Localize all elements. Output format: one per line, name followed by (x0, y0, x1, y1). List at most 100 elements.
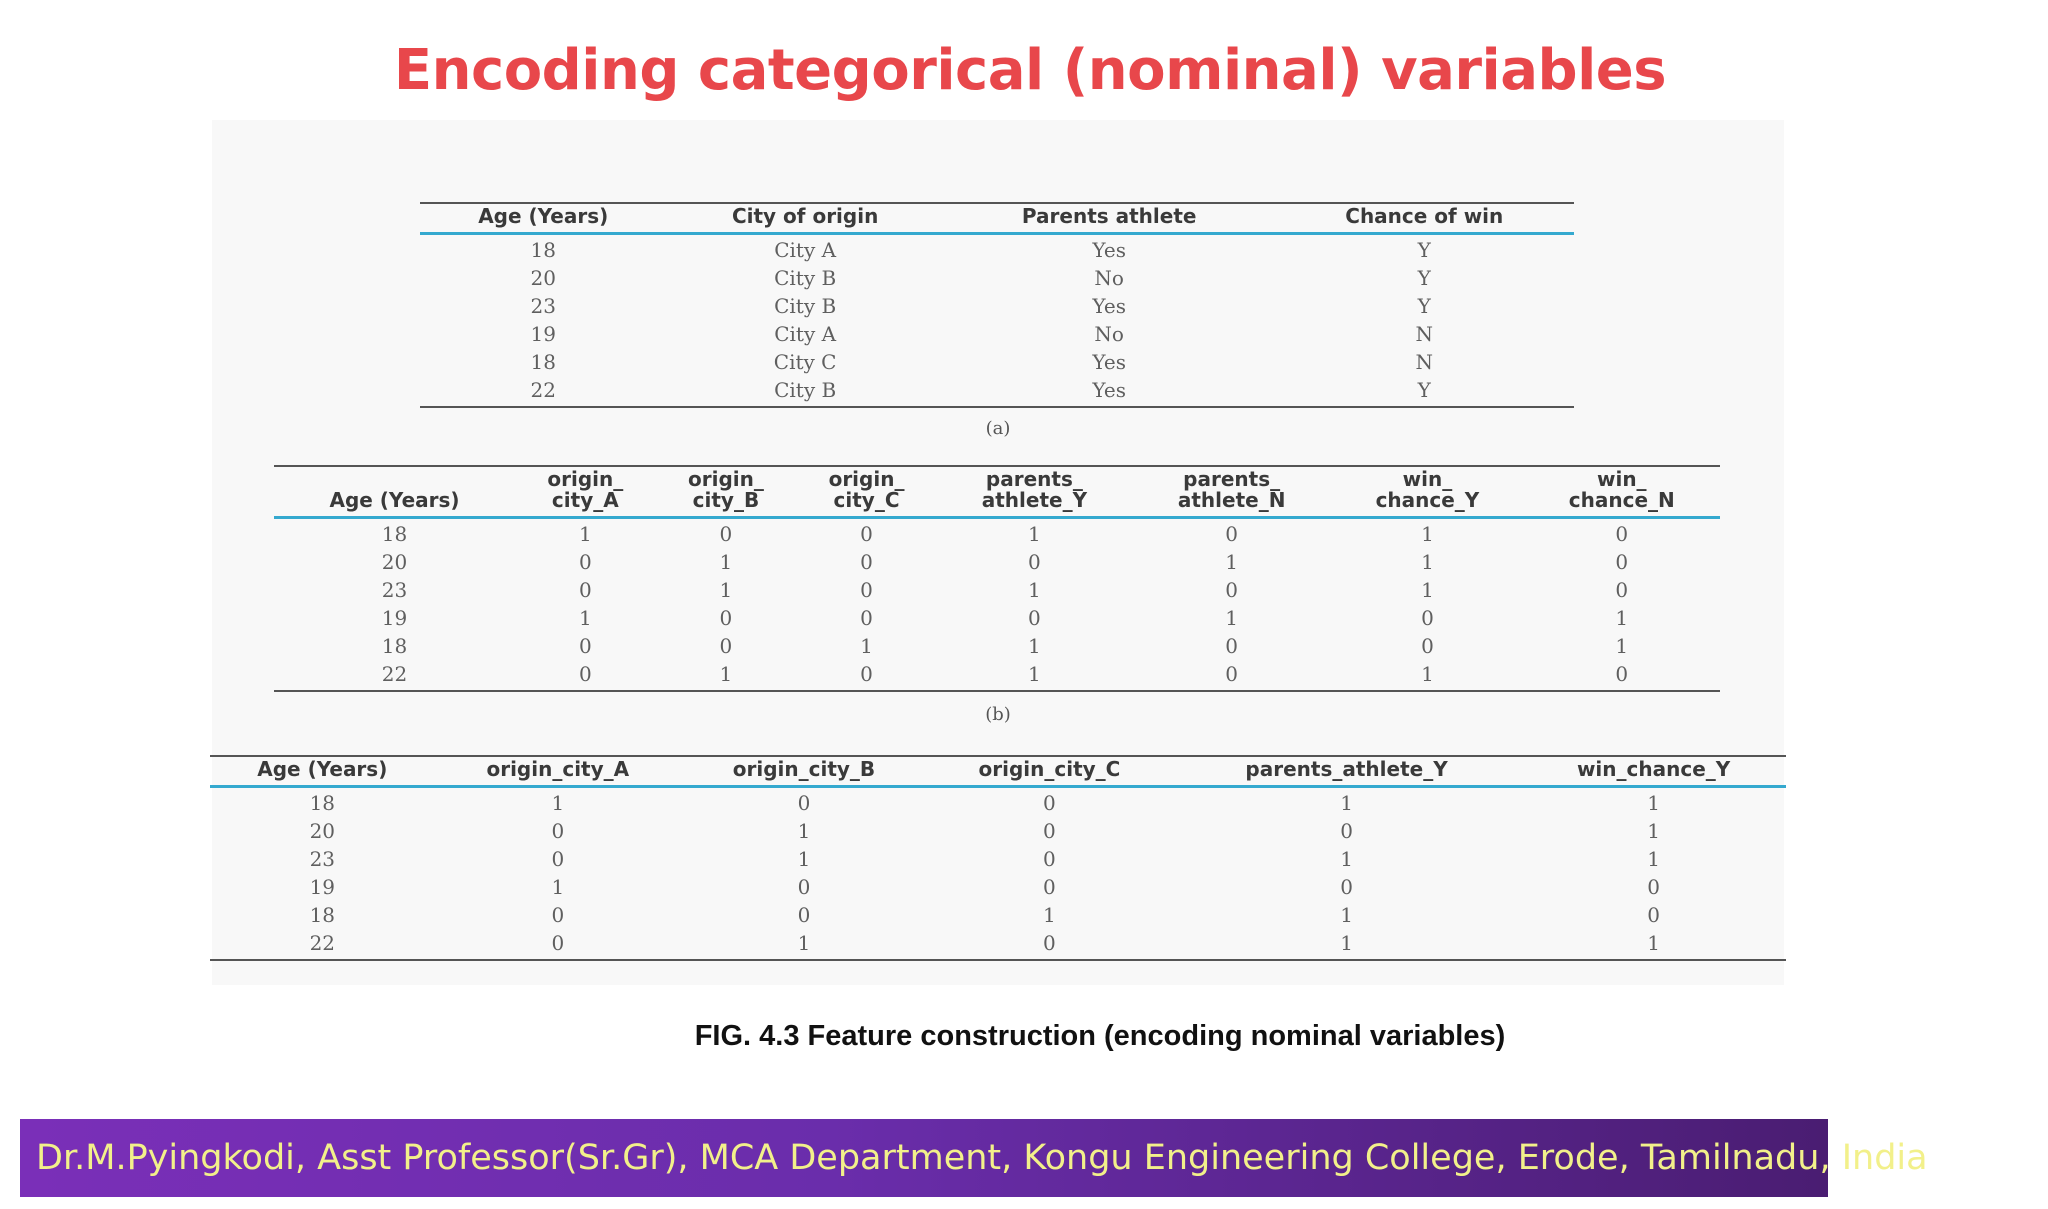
slide-title: Encoding categorical (nominal) variables (393, 38, 1667, 103)
table-cell: 1 (680, 929, 927, 961)
column-header: parents_athlete_Y (936, 465, 1132, 519)
table-row: 19 1 0 0 0 0 (210, 873, 1786, 901)
table-cell: 1 (797, 847, 811, 871)
column-header-text: parents_ (1183, 467, 1281, 491)
table-cell: 0 (578, 634, 592, 658)
column-header-text: city_B (692, 488, 760, 512)
table-row: 20 0 1 0 0 1 1 0 (274, 548, 1720, 576)
table-cell: 20 (530, 266, 556, 290)
column-header: Age (Years) (420, 202, 667, 235)
table-row: 23 0 1 0 1 0 1 0 (274, 576, 1720, 604)
table-cell: City A (774, 238, 837, 262)
column-header-text: city_A (551, 488, 619, 512)
column-header: origin_city_B (680, 755, 927, 788)
table-cell: 0 (1615, 522, 1629, 546)
table-cell: 1 (936, 660, 1132, 692)
table-cell: City B (774, 266, 837, 290)
column-header-text: parents_athlete_Y (1245, 757, 1448, 781)
column-header-text: Age (Years) (329, 488, 460, 512)
column-header: origin_city_A (434, 755, 681, 788)
table-cell: 1 (1225, 550, 1239, 574)
table-cell: 0 (1647, 875, 1660, 899)
table-row: 19 City A No N (420, 320, 1574, 348)
table-cell: 19 (381, 606, 408, 630)
column-header: origin_city_B (655, 465, 797, 519)
table-cell: 18 (381, 634, 408, 658)
column-header: City of origin (666, 202, 944, 235)
table-cell: 1 (1521, 929, 1786, 961)
column-header: win_chance_Y (1331, 465, 1524, 519)
table-row: 18 City A Yes Y (420, 234, 1574, 265)
column-header: parents_ athlete_N (1131, 465, 1332, 519)
table-cell: 0 (860, 522, 873, 546)
table-c: Age (Years) origin_city_A origin_city_B ori… (210, 755, 1786, 961)
table-cell: 18 (309, 903, 336, 927)
table-cell: 1 (1647, 847, 1660, 871)
table-cell: Yes (1092, 238, 1126, 262)
column-header-text: chance_N (1568, 488, 1675, 512)
column-header-text: Age (Years) (257, 757, 388, 781)
table-row: 18 1 0 0 1 0 1 0 (274, 518, 1720, 549)
table-cell: Yes (943, 376, 1275, 408)
table-cell: 0 (434, 929, 681, 961)
table-row: 20 0 1 0 0 1 (210, 817, 1786, 845)
table-cell: 0 (1028, 606, 1041, 630)
column-header-text: win_ (1596, 467, 1647, 491)
table-cell: 1 (1028, 634, 1041, 658)
table-row: 20 City B No Y (420, 264, 1574, 292)
table-cell: 1 (1647, 791, 1660, 815)
table-cell: 18 (530, 238, 556, 262)
table-cell: 0 (797, 903, 811, 927)
column-header-text: parents_ (985, 467, 1083, 491)
table-cell: 1 (1615, 606, 1629, 630)
table-cell: 1 (1340, 791, 1353, 815)
column-header: Chance of win (1274, 202, 1574, 235)
table-cell: 0 (1225, 578, 1239, 602)
figure-background (212, 120, 1784, 985)
table-cell: 1 (1331, 660, 1524, 692)
table-cell: 1 (1171, 929, 1522, 961)
column-header: parents_athlete_Y (1171, 755, 1522, 788)
table-cell: 0 (719, 606, 733, 630)
table-cell: 0 (1340, 875, 1353, 899)
column-header-text: origin_city_B (732, 757, 876, 781)
table-cell: 23 (530, 294, 556, 318)
table-cell: 0 (1043, 847, 1056, 871)
table-cell: 0 (797, 791, 811, 815)
column-header: win_ chance_N (1523, 465, 1720, 519)
table-cell: 1 (1421, 550, 1434, 574)
table-cell: 0 (1028, 550, 1041, 574)
table-row: 19 1 0 0 0 1 0 1 (274, 604, 1720, 632)
table-row: 22 City B Yes Y (420, 376, 1574, 408)
table-cell: 0 (860, 550, 873, 574)
table-cell: N (1415, 322, 1434, 346)
table-cell: 0 (551, 847, 565, 871)
table-cell: 1 (1421, 578, 1434, 602)
footer-text: Dr.M.Pyingkodi, Asst Professor(Sr.Gr), M… (36, 1138, 1928, 1178)
table-row: 22 0 1 0 1 1 (210, 929, 1786, 961)
table-row: 23 City B Yes Y (420, 292, 1574, 320)
table-cell: 0 (860, 606, 873, 630)
table-cell: 22 (210, 929, 435, 961)
table-cell: 18 (530, 350, 556, 374)
table-cell: Yes (1092, 350, 1126, 374)
table-cell: 1 (1028, 522, 1041, 546)
table-b-label: (b) (985, 704, 1011, 725)
table-cell: 0 (1225, 522, 1239, 546)
table-cell: City C (773, 350, 837, 374)
column-header-text: City of origin (731, 204, 879, 228)
table-a: Age (Years) City of origin Parents athlete… (420, 202, 1574, 408)
column-header-text: origin_ (687, 467, 764, 491)
table-cell: 1 (578, 522, 592, 546)
table-cell: 0 (1131, 660, 1332, 692)
column-header-text: win_chance_Y (1576, 757, 1731, 781)
column-header: Parents athlete (943, 202, 1275, 235)
table-cell: 0 (1523, 660, 1720, 692)
table-b: Age (Years) origin_ city_A origin_ city_B ori… (274, 465, 1720, 692)
table-row: 18 1 0 0 1 1 (210, 787, 1786, 818)
table-cell: 1 (551, 791, 565, 815)
table-cell: 0 (578, 578, 592, 602)
table-cell: 0 (926, 929, 1172, 961)
